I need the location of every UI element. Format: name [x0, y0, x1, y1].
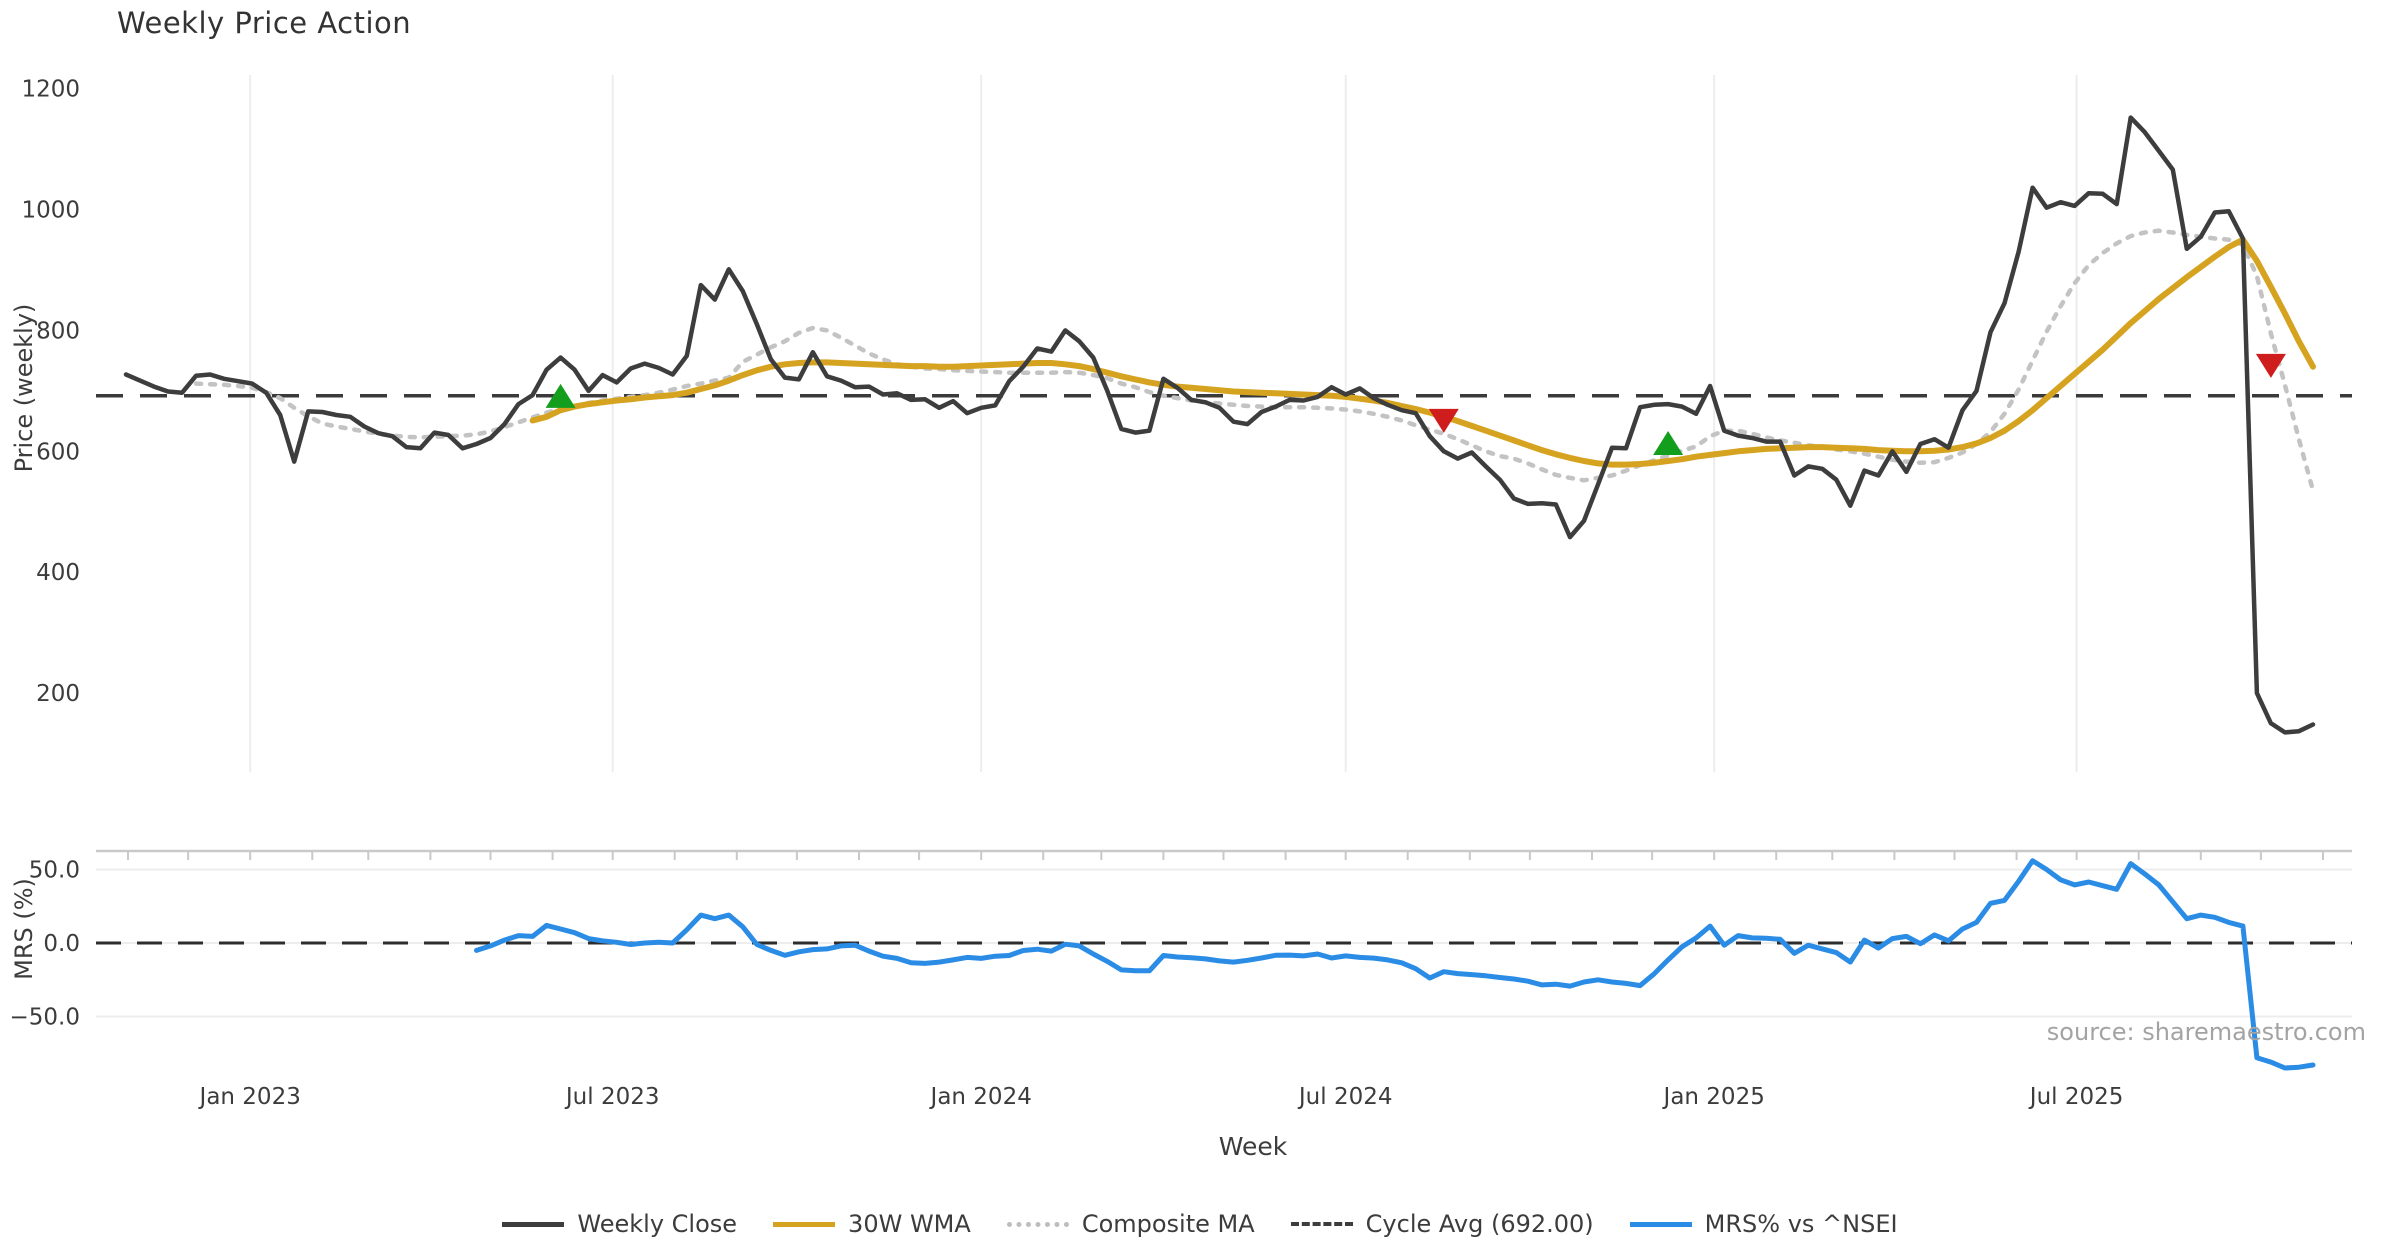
- legend-item: MRS% vs ^NSEI: [1629, 1210, 1898, 1238]
- legend-label: 30W WMA: [848, 1210, 971, 1238]
- sell-signal-marker: [2255, 353, 2286, 378]
- price-axis-label: Price (weekly): [10, 303, 38, 473]
- legend-item: Composite MA: [1006, 1210, 1255, 1238]
- legend-solid-swatch: [773, 1221, 836, 1227]
- x-axis-label: Week: [1218, 1132, 1288, 1161]
- legend-solid-swatch: [1629, 1221, 1692, 1227]
- sell-signal-marker: [1428, 408, 1459, 433]
- price-tick-label: 1200: [21, 77, 80, 103]
- legend: Weekly Close 30W WMA Composite MA Cycle Avg…: [0, 1210, 2400, 1238]
- legend-item: Weekly Close: [502, 1210, 737, 1238]
- source-note: source: sharemaestro.com: [2046, 1018, 2366, 1046]
- mrs-tick-label: −50.0: [10, 1005, 80, 1031]
- mrs-tick-label: 0.0: [43, 931, 80, 957]
- price-tick-label: 200: [36, 681, 80, 707]
- x-tick-label: Jan 2023: [198, 1084, 301, 1110]
- x-tick-label: Jul 2025: [2028, 1084, 2124, 1110]
- x-tick-label: Jul 2024: [1297, 1084, 1393, 1110]
- legend-dotted-swatch: [1006, 1221, 1069, 1227]
- mrs-axis-label: MRS (%): [10, 878, 38, 980]
- x-tick-label: Jan 2024: [929, 1084, 1032, 1110]
- price-tick-label: 1000: [21, 198, 80, 224]
- price-tick-label: 600: [36, 439, 80, 465]
- legend-item: Cycle Avg (692.00): [1290, 1210, 1594, 1238]
- wma30-line: [529, 236, 2316, 468]
- weekly-close-line: [123, 115, 2316, 735]
- legend-label: Composite MA: [1081, 1210, 1255, 1238]
- mrs-line: [474, 858, 2316, 1071]
- buy-signal-marker: [1653, 431, 1684, 456]
- chart-title: Weekly Price Action: [117, 6, 412, 40]
- x-tick-label: Jan 2025: [1662, 1084, 1765, 1110]
- legend-solid-swatch: [502, 1221, 565, 1227]
- price-tick-label: 400: [36, 560, 80, 586]
- legend-label: Cycle Avg (692.00): [1365, 1210, 1594, 1238]
- mrs-tick-label: 50.0: [29, 858, 80, 884]
- legend-label: Weekly Close: [577, 1210, 738, 1238]
- composite-ma-line: [193, 228, 2316, 493]
- x-tick-label: Jul 2023: [564, 1084, 660, 1110]
- price-tick-label: 800: [36, 318, 80, 344]
- legend-item: 30W WMA: [773, 1210, 971, 1238]
- buy-signal-marker: [545, 383, 576, 408]
- legend-dashed-swatch: [1290, 1222, 1353, 1226]
- legend-label: MRS% vs ^NSEI: [1704, 1210, 1898, 1238]
